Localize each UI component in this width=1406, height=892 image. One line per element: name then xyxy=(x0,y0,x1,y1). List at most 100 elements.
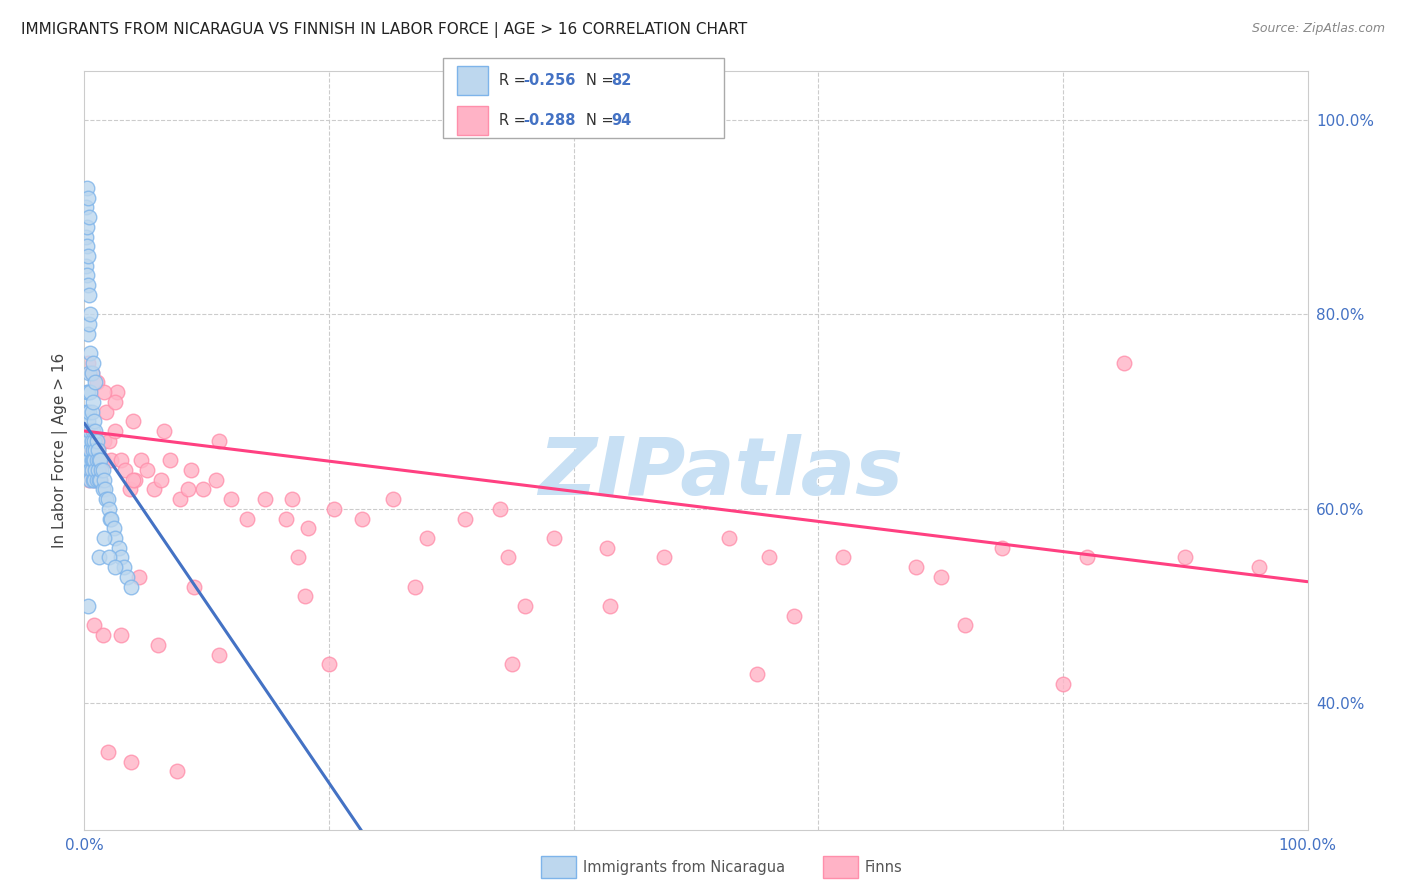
Point xyxy=(77,434,100,448)
Point xyxy=(82,395,104,409)
Text: -0.288: -0.288 xyxy=(523,113,575,128)
Point xyxy=(77,366,100,380)
Point xyxy=(595,541,617,555)
Point xyxy=(83,414,105,428)
Point xyxy=(93,473,115,487)
Y-axis label: In Labor Force | Age > 16: In Labor Force | Age > 16 xyxy=(52,353,69,548)
Point xyxy=(90,463,112,477)
Point xyxy=(905,560,928,574)
Point xyxy=(489,501,512,516)
Point xyxy=(77,210,100,224)
Text: Immigrants from Nicaragua: Immigrants from Nicaragua xyxy=(583,860,786,874)
Point xyxy=(112,560,135,574)
Point xyxy=(110,453,132,467)
Point xyxy=(104,531,127,545)
Point xyxy=(143,483,166,497)
Point xyxy=(91,628,114,642)
Point xyxy=(100,453,122,467)
Text: Finns: Finns xyxy=(865,860,903,874)
Point xyxy=(96,404,118,418)
Point xyxy=(177,483,200,497)
Point xyxy=(747,667,769,681)
Point xyxy=(80,463,103,477)
Point xyxy=(77,404,100,418)
Point xyxy=(502,657,524,672)
Point xyxy=(318,657,340,672)
Point xyxy=(97,745,120,759)
Point xyxy=(1174,550,1197,565)
Point xyxy=(77,385,100,400)
Point xyxy=(77,414,100,428)
Point xyxy=(75,443,97,458)
Point xyxy=(758,550,780,565)
Point xyxy=(107,541,129,555)
Point xyxy=(115,570,138,584)
Point xyxy=(953,618,976,632)
Text: 94: 94 xyxy=(612,113,631,128)
Point xyxy=(80,453,103,467)
Point xyxy=(322,501,344,516)
Point xyxy=(76,181,98,195)
Point xyxy=(87,550,110,565)
Point xyxy=(76,404,98,418)
Point xyxy=(1114,356,1136,370)
Point xyxy=(77,326,100,341)
Point xyxy=(97,550,120,565)
Point xyxy=(104,395,127,409)
Point xyxy=(87,443,110,458)
Point xyxy=(87,463,110,477)
Point xyxy=(205,473,228,487)
Text: N =: N = xyxy=(586,73,619,88)
Point xyxy=(76,219,98,234)
Point xyxy=(1052,677,1074,691)
Point xyxy=(86,473,108,487)
Point xyxy=(80,434,103,448)
Point xyxy=(86,453,108,467)
Point xyxy=(97,491,120,506)
Text: R =: R = xyxy=(499,73,530,88)
Point xyxy=(93,385,115,400)
Point xyxy=(118,483,141,497)
Point xyxy=(281,491,304,506)
Point xyxy=(1076,550,1098,565)
Point xyxy=(83,473,105,487)
Point xyxy=(77,434,100,448)
Point xyxy=(208,648,231,662)
Point xyxy=(276,511,298,525)
Point xyxy=(84,443,107,458)
Text: Source: ZipAtlas.com: Source: ZipAtlas.com xyxy=(1251,22,1385,36)
Point xyxy=(79,346,101,360)
Point xyxy=(717,531,740,545)
Point xyxy=(79,463,101,477)
Point xyxy=(77,453,100,467)
Point xyxy=(91,453,114,467)
Point xyxy=(110,550,132,565)
Point xyxy=(83,473,105,487)
Point xyxy=(79,443,101,458)
Point xyxy=(79,434,101,448)
Point xyxy=(83,434,105,448)
Point xyxy=(652,550,675,565)
Point xyxy=(104,424,127,438)
Point xyxy=(91,463,114,477)
Point xyxy=(159,453,181,467)
Point xyxy=(84,463,107,477)
Point xyxy=(75,201,97,215)
Point xyxy=(87,443,110,458)
Point xyxy=(110,628,132,642)
Point xyxy=(82,356,104,370)
Point xyxy=(77,288,100,302)
Point xyxy=(87,453,110,467)
Point xyxy=(82,443,104,458)
Point xyxy=(84,434,107,448)
Point xyxy=(381,491,404,506)
Point xyxy=(454,511,477,525)
Text: -0.256: -0.256 xyxy=(523,73,575,88)
Point xyxy=(89,473,111,487)
Point xyxy=(80,463,103,477)
Point xyxy=(79,453,101,467)
Point xyxy=(236,511,259,525)
Point xyxy=(831,550,853,565)
Point xyxy=(82,424,104,438)
Text: N =: N = xyxy=(586,113,619,128)
